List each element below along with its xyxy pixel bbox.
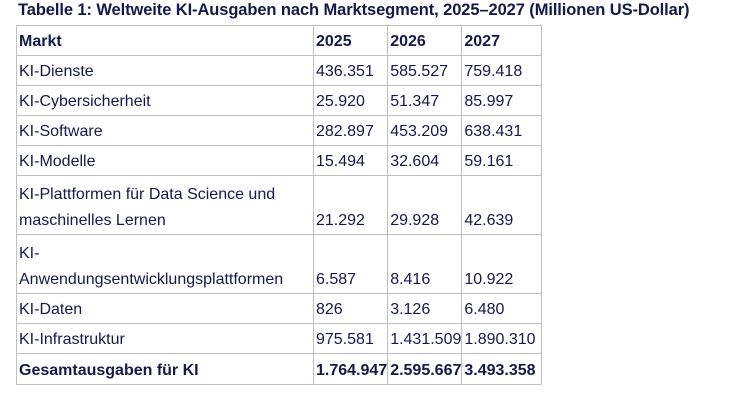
table-row: KI-Modelle 15.494 32.604 59.161 — [16, 145, 543, 176]
value-2027: 1.890.310 — [461, 323, 543, 354]
value-2026: 32.604 — [387, 145, 463, 176]
market-line-1: KI- — [19, 245, 40, 262]
market-cell: KI-Plattformen für Data Science und masch… — [16, 175, 314, 235]
value-2025: 15.494 — [312, 145, 389, 176]
market-line-2: Anwendungsentwicklungsplattformen — [19, 271, 284, 288]
header-2025: 2025 — [312, 25, 389, 56]
total-label: Gesamtausgaben für KI — [16, 353, 314, 385]
value-2027: 42.639 — [461, 175, 543, 235]
total-2026: 2.595.667 — [387, 353, 463, 385]
value-2027: 10.922 — [461, 234, 543, 294]
value-2027: 759.418 — [461, 55, 543, 86]
table-row: KI- Anwendungsentwicklungsplattformen 6.5… — [16, 234, 543, 294]
total-2027: 3.493.358 — [461, 353, 543, 385]
value-2025: 826 — [312, 293, 389, 324]
market-cell: KI-Software — [16, 115, 314, 146]
value-2026: 3.126 — [387, 293, 463, 324]
table-row: KI-Software 282.897 453.209 638.431 — [16, 115, 543, 146]
value-2027: 6.480 — [461, 293, 543, 324]
market-line-1: KI-Plattformen für Data Science und — [19, 186, 276, 203]
market-cell: KI-Cybersicherheit — [16, 85, 314, 116]
table-row: KI-Plattformen für Data Science und masch… — [16, 175, 543, 235]
value-2027: 638.431 — [461, 115, 543, 146]
value-2025: 25.920 — [312, 85, 389, 116]
table-row: KI-Daten 826 3.126 6.480 — [16, 293, 543, 324]
market-line-2: maschinelles Lernen — [19, 212, 166, 229]
value-2025: 21.292 — [312, 175, 389, 235]
header-2027: 2027 — [461, 25, 543, 56]
market-cell: KI-Daten — [16, 293, 314, 324]
table-row: KI-Infrastruktur 975.581 1.431.509 1.890… — [16, 323, 543, 354]
market-cell: KI-Modelle — [16, 145, 314, 176]
table-row: KI-Cybersicherheit 25.920 51.347 85.997 — [16, 85, 543, 116]
table-header-row: Markt 2025 2026 2027 — [16, 25, 543, 56]
total-2025: 1.764.947 — [312, 353, 389, 385]
value-2027: 59.161 — [461, 145, 543, 176]
value-2026: 8.416 — [387, 234, 463, 294]
market-cell: KI-Dienste — [16, 55, 314, 86]
value-2025: 975.581 — [312, 323, 389, 354]
table-caption: Tabelle 1: Weltweite KI-Ausgaben nach Ma… — [18, 1, 690, 19]
spending-table: Markt 2025 2026 2027 KI-Dienste 436.351 … — [16, 25, 543, 385]
value-2026: 585.527 — [387, 55, 463, 86]
table-row: KI-Dienste 436.351 585.527 759.418 — [16, 55, 543, 86]
table-total-row: Gesamtausgaben für KI 1.764.947 2.595.66… — [16, 353, 543, 385]
value-2025: 436.351 — [312, 55, 389, 86]
market-cell: KI-Infrastruktur — [16, 323, 314, 354]
value-2027: 85.997 — [461, 85, 543, 116]
header-market: Markt — [16, 25, 314, 56]
header-2026: 2026 — [387, 25, 463, 56]
value-2026: 1.431.509 — [387, 323, 463, 354]
value-2025: 282.897 — [312, 115, 389, 146]
market-cell: KI- Anwendungsentwicklungsplattformen — [16, 234, 314, 294]
value-2026: 51.347 — [387, 85, 463, 116]
value-2026: 29.928 — [387, 175, 463, 235]
value-2026: 453.209 — [387, 115, 463, 146]
value-2025: 6.587 — [312, 234, 389, 294]
